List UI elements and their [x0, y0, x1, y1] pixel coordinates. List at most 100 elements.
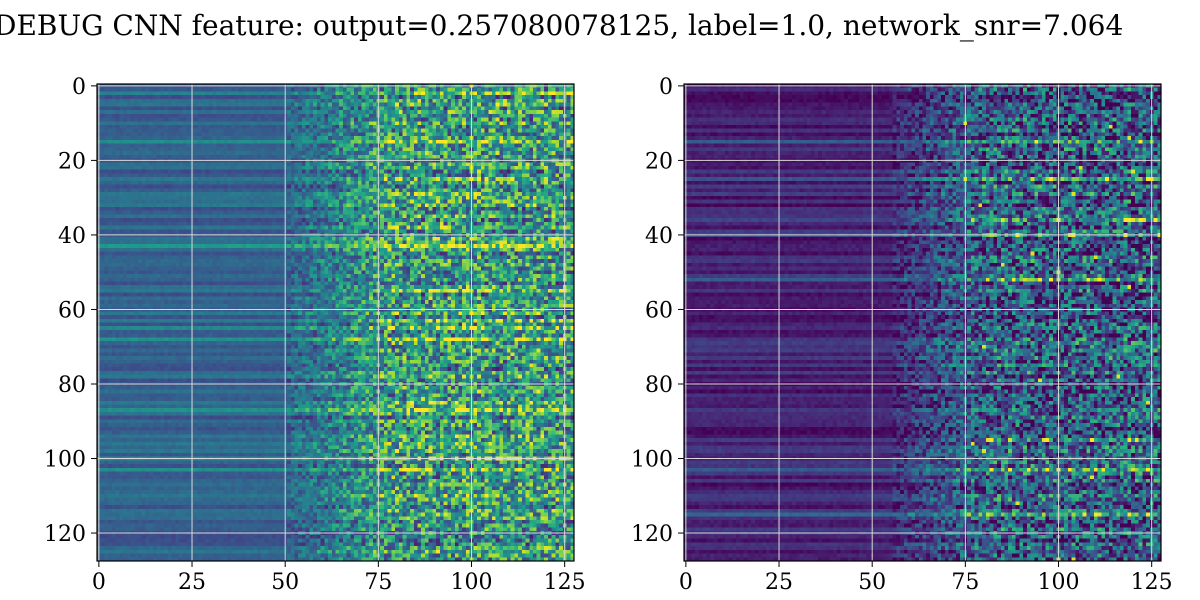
heatmap-cell: [164, 118, 168, 122]
heatmap-cell: [291, 196, 295, 200]
heatmap-cell: [544, 121, 548, 125]
heatmap-cell: [131, 188, 135, 192]
heatmap-cell: [268, 196, 272, 200]
heatmap-cell: [257, 151, 261, 155]
heatmap-cell: [205, 110, 209, 114]
heatmap-cell: [261, 95, 265, 99]
heatmap-cell: [328, 88, 332, 92]
heatmap-cell: [231, 155, 235, 159]
heatmap-cell: [242, 177, 246, 181]
heatmap-cell: [499, 166, 503, 170]
heatmap-cell: [306, 155, 310, 159]
heatmap-cell: [291, 181, 295, 185]
heatmap-cell: [485, 114, 489, 118]
heatmap-cell: [268, 103, 272, 107]
heatmap-cell: [388, 151, 392, 155]
heatmap-cell: [291, 103, 295, 107]
heatmap-cell: [339, 121, 343, 125]
heatmap-cell: [365, 185, 369, 189]
heatmap-cell: [254, 200, 258, 204]
heatmap-cell: [317, 106, 321, 110]
heatmap-cell: [164, 177, 168, 181]
heatmap-cell: [276, 173, 280, 177]
heatmap-cell: [522, 181, 526, 185]
heatmap-cell: [261, 125, 265, 129]
heatmap-cell: [183, 110, 187, 114]
heatmap-cell: [142, 192, 146, 196]
heatmap-cell: [399, 185, 403, 189]
heatmap-cell: [157, 188, 161, 192]
heatmap-cell: [414, 162, 418, 166]
heatmap-cell: [309, 196, 313, 200]
heatmap-cell: [172, 173, 176, 177]
heatmap-cell: [537, 99, 541, 103]
heatmap-cell: [186, 110, 190, 114]
heatmap-cell: [164, 136, 168, 140]
heatmap-cell: [332, 106, 336, 110]
heatmap-cell: [537, 173, 541, 177]
heatmap-cell: [227, 162, 231, 166]
heatmap-cell: [168, 95, 172, 99]
heatmap-cell: [384, 132, 388, 136]
heatmap-cell: [246, 155, 250, 159]
heatmap-cell: [358, 185, 362, 189]
heatmap-cell: [198, 147, 202, 151]
heatmap-cell: [362, 103, 366, 107]
heatmap-cell: [127, 177, 131, 181]
heatmap-cell: [168, 200, 172, 204]
heatmap-cell: [503, 155, 507, 159]
heatmap-cell: [123, 118, 127, 122]
heatmap-cell: [119, 155, 123, 159]
heatmap-cell: [104, 103, 108, 107]
heatmap-cell: [503, 121, 507, 125]
heatmap-cell: [369, 147, 373, 151]
heatmap-cell: [321, 132, 325, 136]
heatmap-cell: [309, 166, 313, 170]
heatmap-cell: [242, 144, 246, 148]
heatmap-cell: [336, 188, 340, 192]
heatmap-cell: [477, 140, 481, 144]
heatmap-cell: [477, 181, 481, 185]
heatmap-cell: [507, 155, 511, 159]
heatmap-cell: [548, 99, 552, 103]
heatmap-cell: [108, 155, 112, 159]
heatmap-cell: [522, 99, 526, 103]
heatmap-cell: [201, 200, 205, 204]
heatmap-cell: [298, 155, 302, 159]
heatmap-cell: [552, 106, 556, 110]
heatmap-panel-left: 0 25 50 75 100 125020406080100120: [44, 75, 586, 595]
heatmap-cell: [142, 173, 146, 177]
heatmap-cell: [250, 200, 254, 204]
heatmap-cell: [347, 114, 351, 118]
heatmap-cell: [462, 177, 466, 181]
heatmap-cell: [153, 118, 157, 122]
heatmap-cell: [265, 151, 269, 155]
heatmap-cell: [492, 166, 496, 170]
heatmap-cell: [257, 200, 261, 204]
heatmap-cell: [395, 185, 399, 189]
heatmap-cell: [492, 95, 496, 99]
heatmap-cell: [499, 103, 503, 107]
heatmap-cell: [164, 166, 168, 170]
heatmap-cell: [250, 170, 254, 174]
heatmap-cell: [406, 192, 410, 196]
heatmap-cell: [231, 99, 235, 103]
heatmap-cell: [384, 155, 388, 159]
heatmap-cell: [473, 188, 477, 192]
heatmap-cell: [488, 170, 492, 174]
heatmap-cell: [101, 173, 105, 177]
heatmap-cell: [481, 192, 485, 196]
heatmap-cell: [429, 155, 433, 159]
heatmap-cell: [268, 170, 272, 174]
heatmap-cell: [451, 147, 455, 151]
heatmap-cell: [421, 170, 425, 174]
heatmap-cell: [153, 170, 157, 174]
heatmap-cell: [466, 162, 470, 166]
heatmap-cell: [209, 144, 213, 148]
heatmap-cell: [514, 147, 518, 151]
heatmap-cell: [179, 110, 183, 114]
heatmap-cell: [157, 185, 161, 189]
heatmap-cell: [116, 140, 120, 144]
heatmap-cell: [205, 106, 209, 110]
heatmap-cell: [362, 188, 366, 192]
